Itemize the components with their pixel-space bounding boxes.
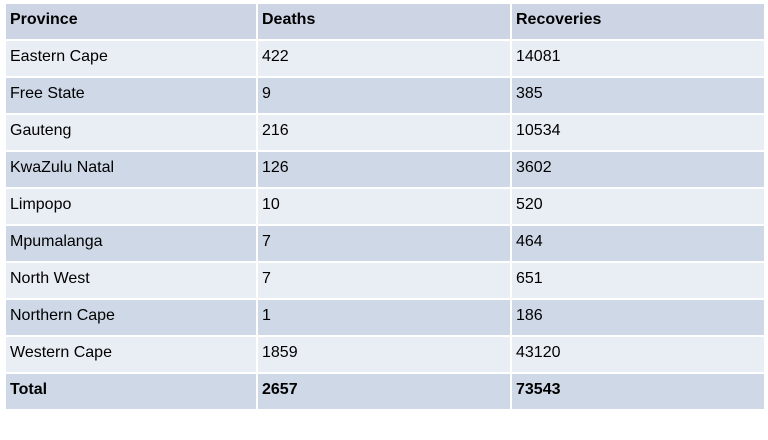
table-cell: KwaZulu Natal [4,150,258,189]
table-row: Total 2657 73543 [4,372,766,411]
table-cell: 14081 [510,39,766,78]
table-cell: 126 [256,150,512,189]
table-cell: 1859 [256,335,512,374]
table-row: Northern Cape 1 186 [4,298,766,337]
table-cell: 73543 [510,372,766,411]
table-cell: 1 [256,298,512,337]
table-cell: Limpopo [4,187,258,226]
header-row: Province Deaths Recoveries [4,2,766,41]
table-row: KwaZulu Natal 126 3602 [4,150,766,189]
table-cell: Northern Cape [4,298,258,337]
table-row: Gauteng 216 10534 [4,113,766,152]
table-cell: Gauteng [4,113,258,152]
table-cell: Total [4,372,258,411]
table-cell: 520 [510,187,766,226]
table-cell: 216 [256,113,512,152]
table-cell: 422 [256,39,512,78]
table-cell: Eastern Cape [4,39,258,78]
table-cell: Western Cape [4,335,258,374]
header-cell: Deaths [256,2,512,41]
table-cell: 3602 [510,150,766,189]
table-row: Free State 9 385 [4,76,766,115]
table-row: Eastern Cape 422 14081 [4,39,766,78]
header-cell: Province [4,2,258,41]
header-cell: Recoveries [510,2,766,41]
table-cell: 10534 [510,113,766,152]
table-cell: 464 [510,224,766,263]
table-cell: 7 [256,261,512,300]
table-cell: Free State [4,76,258,115]
table-cell: 651 [510,261,766,300]
data-table: Province Deaths Recoveries Eastern Cape 422… [4,2,766,411]
table-cell: 2657 [256,372,512,411]
table-cell: Mpumalanga [4,224,258,263]
table-row: Western Cape 1859 43120 [4,335,766,374]
table-row: Limpopo 10 520 [4,187,766,226]
table-cell: 385 [510,76,766,115]
table-body: Eastern Cape 422 14081 Free State 9 385 Gauten… [4,39,766,411]
table-cell: 10 [256,187,512,226]
table-row: Mpumalanga 7 464 [4,224,766,263]
table-cell: 186 [510,298,766,337]
table-row: North West 7 651 [4,261,766,300]
table-cell: 43120 [510,335,766,374]
table-cell: 9 [256,76,512,115]
table-cell: North West [4,261,258,300]
table-cell: 7 [256,224,512,263]
